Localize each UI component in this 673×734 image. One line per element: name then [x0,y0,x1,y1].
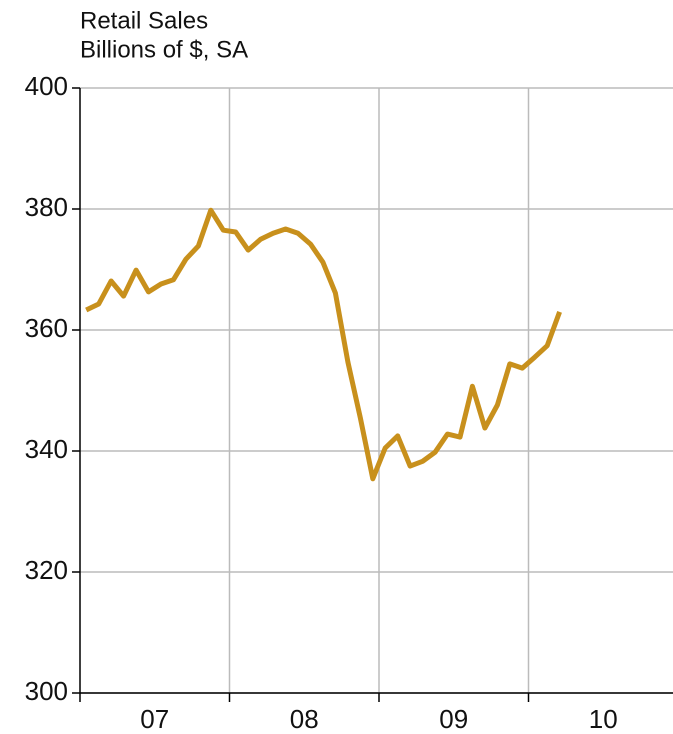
x-tick-label: 08 [290,704,319,734]
y-tick-label: 300 [25,676,68,706]
x-tick-label: 10 [589,704,618,734]
chart-title: Retail Sales [80,7,208,34]
y-tick-label: 380 [25,192,68,222]
y-tick-label: 320 [25,555,68,585]
data-line [85,207,562,482]
y-tick-label: 340 [25,434,68,464]
x-tick-label: 07 [140,704,169,734]
x-tick-label: 09 [439,704,468,734]
chart-subtitle: Billions of $, SA [80,36,248,63]
y-tick-label: 400 [25,71,68,101]
y-tick-label: 360 [25,313,68,343]
